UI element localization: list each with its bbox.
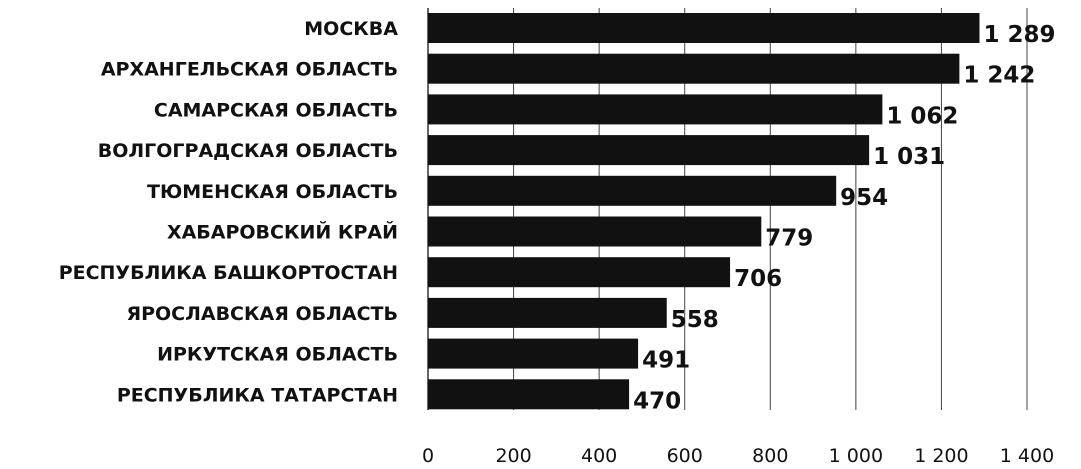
data-label: 491 — [642, 348, 690, 374]
bar — [428, 94, 883, 125]
bars — [428, 13, 980, 410]
category-label: АРХАНГЕЛЬСКАЯ ОБЛАСТЬ — [101, 59, 398, 81]
bar — [428, 13, 980, 43]
data-label: 1 031 — [873, 144, 945, 170]
category-labels: МОСКВА АРХАНГЕЛЬСКАЯ ОБЛАСТЬ САМАРСКАЯ ОБЛ… — [59, 18, 399, 406]
bar — [428, 338, 639, 369]
data-label: 1 062 — [886, 103, 958, 129]
category-label: ТЮМЕНСКАЯ ОБЛАСТЬ — [147, 181, 398, 203]
bar — [428, 257, 731, 288]
data-label: 1 289 — [984, 22, 1056, 48]
data-label: 1 242 — [963, 63, 1035, 89]
x-tick-label: 1 400 — [1000, 445, 1054, 467]
x-tick-label: 1 200 — [914, 445, 968, 467]
data-label: 470 — [633, 388, 681, 414]
category-label: ВОЛГОГРАДСКАЯ ОБЛАСТЬ — [98, 140, 398, 162]
x-tick-label: 0 — [422, 445, 434, 467]
category-label: РЕСПУБЛИКА ТАТАРСТАН — [117, 384, 398, 406]
x-tick-label: 1 000 — [829, 445, 883, 467]
bar — [428, 175, 837, 206]
category-label: ХАБАРОВСКИЙ КРАЙ — [167, 221, 398, 244]
data-label: 954 — [840, 185, 888, 211]
bar — [428, 379, 630, 410]
x-tick-label: 800 — [752, 445, 788, 467]
x-axis-tick-labels: 0 200 400 600 800 1 000 1 200 1 400 — [422, 445, 1054, 467]
data-label: 558 — [671, 307, 719, 333]
category-label: ИРКУТСКАЯ ОБЛАСТЬ — [157, 344, 398, 366]
data-label: 706 — [734, 266, 782, 292]
data-label: 779 — [765, 226, 813, 252]
category-label: МОСКВА — [304, 18, 398, 40]
category-label: САМАРСКАЯ ОБЛАСТЬ — [154, 99, 398, 121]
x-tick-label: 400 — [581, 445, 617, 467]
x-tick-label: 600 — [667, 445, 703, 467]
bar — [428, 53, 960, 84]
category-label: РЕСПУБЛИКА БАШКОРТОСТАН — [59, 262, 398, 284]
category-label: ЯРОСЛАВСКАЯ ОБЛАСТЬ — [126, 303, 398, 325]
bar — [428, 135, 870, 166]
x-tick-label: 200 — [495, 445, 531, 467]
bar — [428, 216, 762, 247]
bar — [428, 297, 667, 328]
